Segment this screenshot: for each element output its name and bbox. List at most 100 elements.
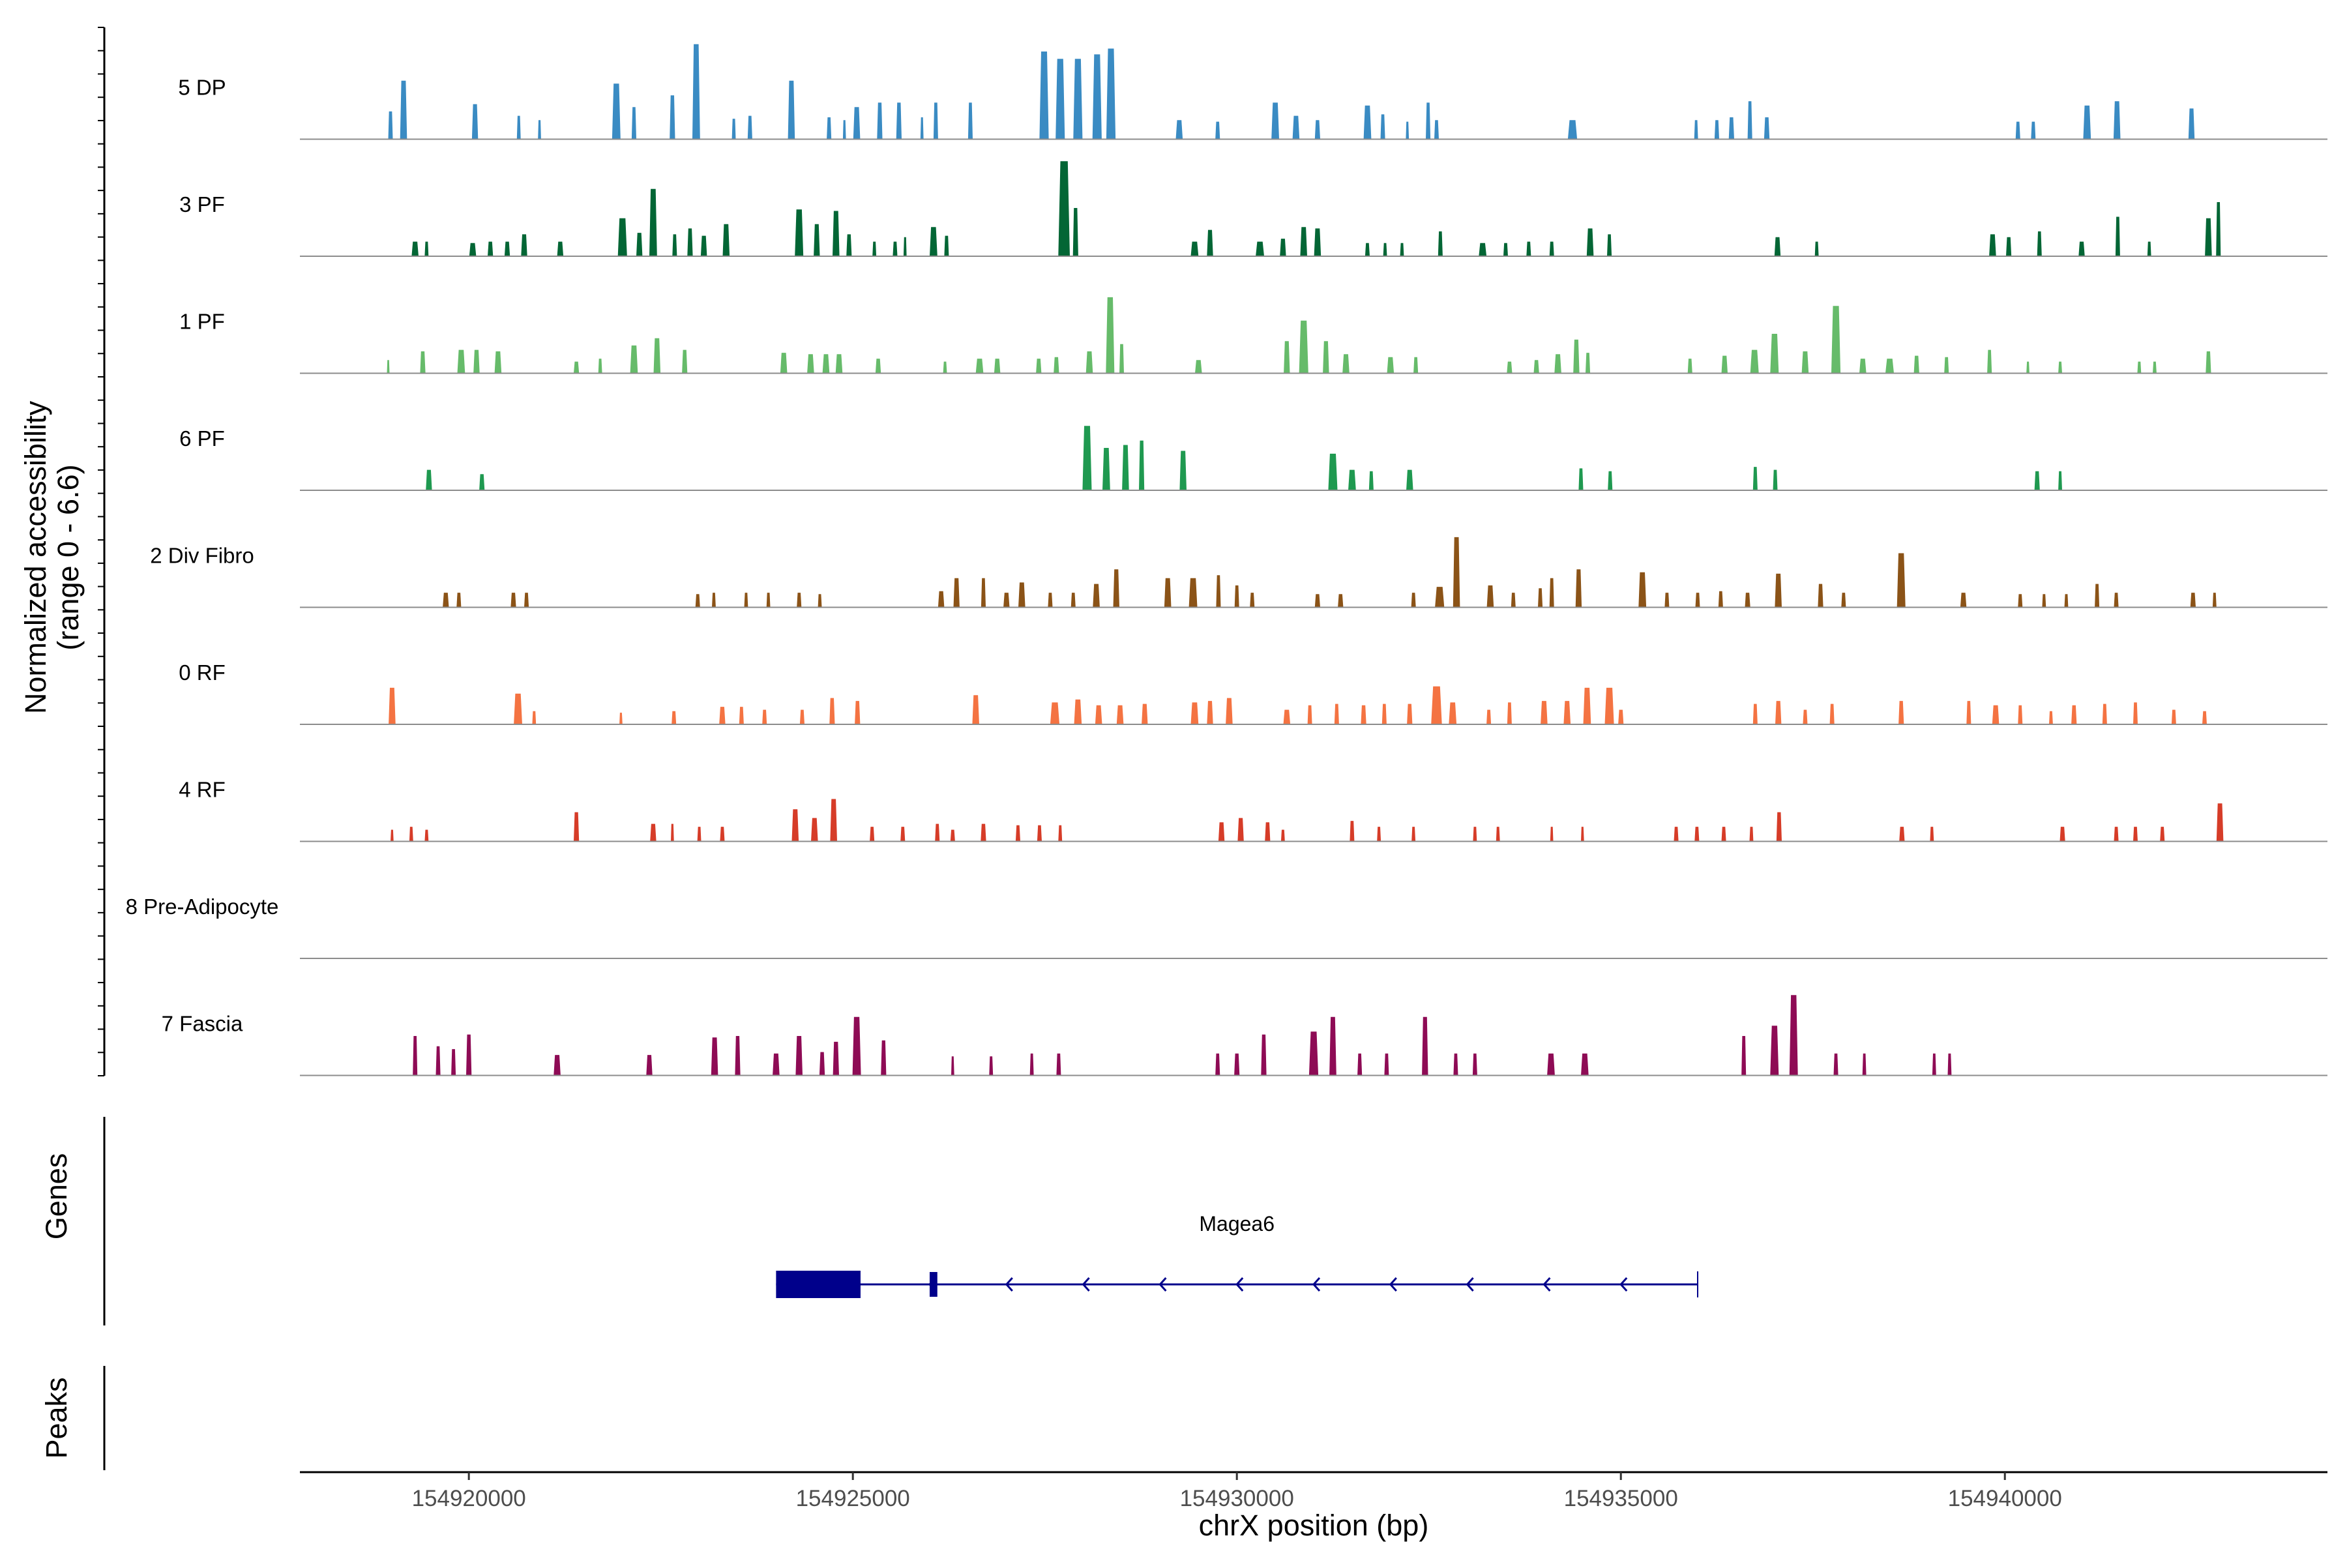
coverage-peak bbox=[903, 237, 907, 256]
strand-arrow bbox=[1466, 1277, 1474, 1292]
track-label: 6 PF bbox=[179, 426, 225, 451]
coverage-peak bbox=[1426, 102, 1431, 140]
coverage-peak bbox=[811, 818, 818, 842]
coverage-peak bbox=[1106, 297, 1115, 374]
coverage-peak bbox=[1764, 117, 1770, 140]
coverage-peak bbox=[981, 823, 986, 842]
coverage-peak bbox=[951, 1056, 954, 1076]
coverage-peak bbox=[1776, 812, 1782, 842]
coverage-peak bbox=[872, 241, 877, 256]
coverage-peak bbox=[1741, 1036, 1747, 1076]
y-axis-title-line2: (range 0 - 6.6) bbox=[52, 464, 85, 650]
coverage-peak bbox=[2216, 803, 2224, 842]
coverage-peak bbox=[1503, 243, 1508, 256]
x-tick-label: 154940000 bbox=[1948, 1486, 2062, 1511]
coverage-peak bbox=[1018, 582, 1026, 608]
coverage-peak bbox=[1694, 827, 1700, 842]
coverage-peak bbox=[456, 593, 462, 608]
peaks-track-title: Peaks bbox=[40, 1377, 73, 1458]
coverage-peak bbox=[989, 1056, 994, 1076]
coverage-peak bbox=[720, 827, 725, 842]
coverage-peak bbox=[2188, 108, 2195, 140]
coverage-peak bbox=[1226, 698, 1233, 724]
coverage-peak bbox=[747, 115, 752, 140]
coverage-peak bbox=[1299, 320, 1308, 374]
coverage-peak bbox=[1538, 588, 1543, 608]
coverage-peak bbox=[671, 823, 674, 842]
coverage-peak bbox=[1054, 357, 1059, 374]
track-label: 8 Pre-Adipocyte bbox=[126, 895, 279, 919]
coverage-peak bbox=[791, 809, 799, 842]
coverage-peak bbox=[646, 1055, 653, 1076]
coverage-peak bbox=[1292, 115, 1300, 140]
coverage-peak bbox=[598, 359, 602, 374]
coverage-peak bbox=[1413, 357, 1419, 374]
coverage-peak bbox=[1190, 702, 1199, 724]
coverage-peak bbox=[937, 591, 945, 608]
coverage-peak bbox=[514, 693, 522, 724]
coverage-peak bbox=[1072, 208, 1078, 256]
coverage-peak bbox=[1215, 1053, 1220, 1076]
coverage-peak bbox=[1803, 709, 1808, 724]
coverage-peak bbox=[1718, 591, 1723, 608]
coverage-peak bbox=[1234, 1053, 1240, 1076]
coverage-peak bbox=[1507, 702, 1512, 724]
coverage-peak bbox=[1898, 701, 1904, 724]
genes-track-title: Genes bbox=[40, 1153, 73, 1240]
coverage-peak bbox=[1350, 821, 1355, 842]
coverage-peak bbox=[2058, 361, 2062, 374]
coverage-peak bbox=[1721, 827, 1726, 842]
coverage-peak bbox=[953, 578, 960, 608]
coverage-peak bbox=[1930, 827, 1934, 842]
coverage-peak bbox=[1728, 117, 1734, 140]
coverage-peak bbox=[2133, 827, 2138, 842]
coverage-peak bbox=[1308, 1031, 1319, 1076]
coverage-peak bbox=[2078, 241, 2085, 256]
coverage-peak bbox=[424, 241, 429, 256]
coverage-peak bbox=[1384, 1053, 1389, 1076]
coverage-peak bbox=[443, 593, 449, 608]
coverage-peak bbox=[1261, 1034, 1267, 1076]
coverage-peak bbox=[744, 593, 748, 608]
coverage-peak bbox=[780, 353, 788, 374]
coverage-peak bbox=[1960, 593, 1967, 608]
coverage-peak bbox=[2113, 101, 2121, 140]
coverage-peak bbox=[1307, 705, 1312, 724]
coverage-peak bbox=[413, 1036, 418, 1076]
coverage-peak bbox=[2042, 594, 2046, 608]
coverage-peak bbox=[1250, 593, 1255, 608]
coverage-peak bbox=[1453, 1053, 1458, 1076]
coverage-peak bbox=[488, 241, 494, 256]
coverage-peak bbox=[1773, 469, 1778, 490]
coverage-peak bbox=[1749, 827, 1754, 842]
coverage-peak bbox=[426, 469, 432, 490]
coverage-peak bbox=[1122, 445, 1129, 490]
coverage-peak bbox=[1687, 359, 1692, 374]
coverage-peak bbox=[2071, 705, 2077, 724]
coverage-peak bbox=[1770, 334, 1779, 374]
coverage-peak bbox=[1342, 354, 1350, 374]
gene-exon bbox=[929, 1272, 937, 1297]
coverage-peak bbox=[1578, 468, 1584, 490]
coverage-peak bbox=[920, 117, 924, 140]
coverage-peak bbox=[1550, 827, 1554, 842]
coverage-peak bbox=[1357, 1053, 1363, 1076]
coverage-peak bbox=[852, 1016, 861, 1076]
coverage-peak bbox=[1801, 351, 1809, 374]
coverage-peak bbox=[1102, 448, 1110, 490]
coverage-peak bbox=[833, 211, 840, 256]
coverage-peak bbox=[687, 228, 693, 256]
coverage-peak bbox=[2212, 593, 2217, 608]
coverage-peak bbox=[1142, 703, 1148, 724]
coverage-peak bbox=[1992, 705, 2000, 724]
coverage-peak bbox=[409, 827, 413, 842]
coverage-peak bbox=[933, 102, 938, 140]
coverage-peak bbox=[1283, 709, 1291, 724]
coverage-peak bbox=[967, 102, 973, 140]
coverage-peak bbox=[574, 361, 580, 374]
coverage-peak bbox=[1434, 120, 1439, 140]
coverage-peak bbox=[457, 349, 465, 374]
coverage-peak bbox=[712, 593, 716, 608]
coverage-peak bbox=[1106, 48, 1116, 140]
